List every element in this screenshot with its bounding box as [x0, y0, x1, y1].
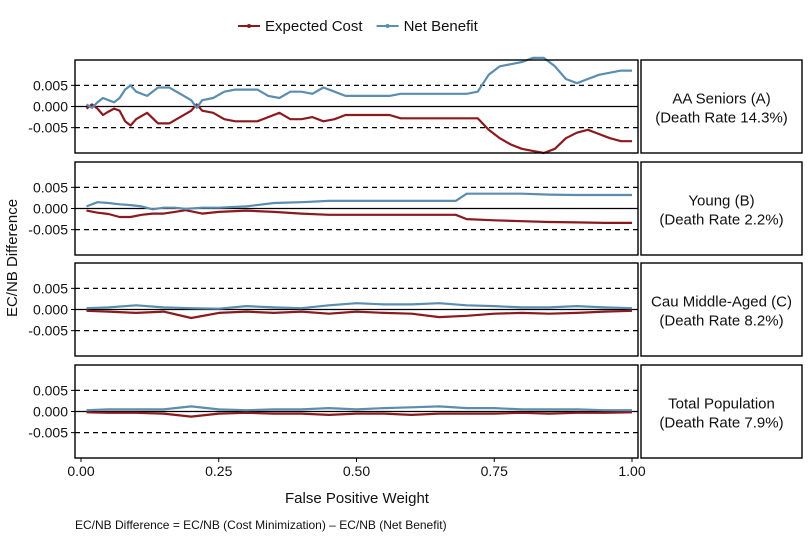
legend-label: Expected Cost	[265, 18, 363, 35]
legend-swatch-point	[385, 24, 390, 28]
y-axis-title: EC/NB Difference	[4, 199, 21, 317]
strip-frame	[640, 262, 803, 357]
y-tick-label: -0.005	[28, 323, 68, 339]
series-line-net-benefit	[86, 302, 633, 310]
x-axis: 0.00 0.25 0.50 0.75 1.00	[67, 458, 646, 479]
legend-item-1: Net Benefit	[376, 18, 479, 35]
strip-label-line2: (Death Rate 2.2%)	[659, 212, 783, 229]
strip-label-line1: Total Population	[668, 396, 775, 413]
x-tick-label: 1.00	[618, 463, 645, 479]
strip-frame	[640, 59, 803, 154]
series-line-expected-cost	[86, 209, 632, 224]
strip-label-line1: AA Seniors (A)	[672, 91, 770, 108]
x-tick-label: 0.25	[205, 463, 232, 479]
legend-swatch-point	[247, 24, 251, 28]
series-line-net-benefit	[86, 192, 632, 211]
y-tick-label: 0.005	[33, 382, 68, 398]
y-tick-label: -0.005	[28, 425, 68, 441]
strip-label-line2: (Death Rate 14.3%)	[655, 110, 788, 127]
x-tick-label: 0.50	[343, 463, 370, 479]
chart-caption: EC/NB Difference = EC/NB (Cost Minimizat…	[75, 518, 447, 532]
y-tick-label: 0.005	[33, 280, 68, 296]
legend: Expected Cost Net Benefit	[238, 18, 479, 35]
panel-1: -0.005 0.000 0.005 Young (B) (Death Rate 2.2…	[28, 161, 803, 256]
y-tick-label: 0.005	[33, 179, 68, 195]
x-tick-label: 0.00	[67, 463, 94, 479]
panels: -0.005 0.000 0.005 AA Seniors (A) (Death Rat…	[28, 56, 803, 459]
strip-label-line2: (Death Rate 8.2%)	[659, 313, 783, 330]
y-tick-label: 0.005	[33, 77, 68, 93]
y-tick-label: 0.000	[33, 99, 68, 115]
strip-frame	[640, 364, 803, 459]
series-line-expected-cost	[86, 309, 633, 320]
panel-2: -0.005 0.000 0.005 Cau Middle-Aged (C) (Deat…	[28, 262, 803, 357]
strip-label-line1: Cau Middle-Aged (C)	[651, 294, 792, 311]
y-tick-label: -0.005	[28, 120, 68, 136]
y-tick-label: 0.000	[33, 302, 68, 318]
legend-item-0: Expected Cost	[238, 18, 363, 35]
panel-0: -0.005 0.000 0.005 AA Seniors (A) (Death Rat…	[28, 56, 803, 155]
series-line-expected-cost	[86, 411, 633, 418]
series-line-net-benefit	[86, 405, 632, 412]
strip-label-line2: (Death Rate 7.9%)	[659, 415, 783, 432]
y-tick-label: -0.005	[28, 222, 68, 238]
series-line-expected-cost	[85, 103, 632, 155]
x-tick-label: 0.75	[481, 463, 508, 479]
series-line-net-benefit	[85, 56, 632, 109]
y-tick-label: 0.000	[33, 201, 68, 217]
strip-frame	[640, 161, 803, 256]
legend-label: Net Benefit	[404, 18, 479, 35]
panel-3: -0.005 0.000 0.005 Total Population (Death R…	[28, 364, 803, 459]
y-tick-label: 0.000	[33, 404, 68, 420]
strip-label-line1: Young (B)	[688, 193, 754, 210]
x-axis-title: False Positive Weight	[285, 490, 430, 507]
